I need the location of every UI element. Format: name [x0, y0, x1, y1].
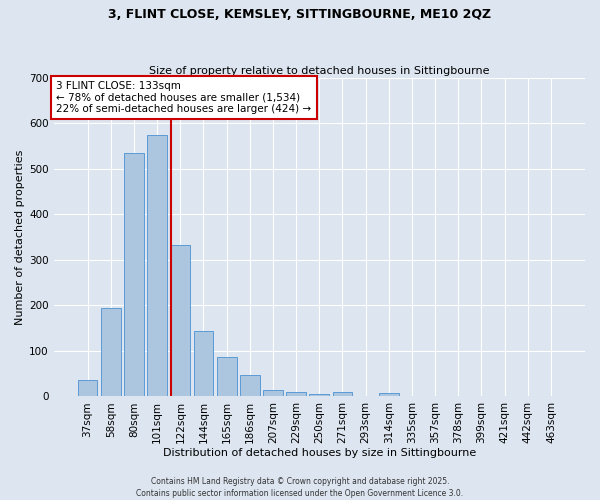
- Bar: [78, 380, 97, 396]
- Bar: [170, 244, 190, 396]
- Text: 3, FLINT CLOSE, KEMSLEY, SITTINGBOURNE, ME10 2QZ: 3, FLINT CLOSE, KEMSLEY, SITTINGBOURNE, …: [109, 8, 491, 20]
- Text: 3 FLINT CLOSE: 133sqm
← 78% of detached houses are smaller (1,534)
22% of semi-d: 3 FLINT CLOSE: 133sqm ← 78% of detached …: [56, 81, 311, 114]
- Bar: [310, 394, 329, 396]
- Title: Size of property relative to detached houses in Sittingbourne: Size of property relative to detached ho…: [149, 66, 490, 76]
- Bar: [148, 134, 167, 396]
- Bar: [286, 392, 306, 396]
- Y-axis label: Number of detached properties: Number of detached properties: [15, 150, 25, 324]
- Bar: [101, 308, 121, 396]
- Bar: [332, 392, 352, 396]
- X-axis label: Distribution of detached houses by size in Sittingbourne: Distribution of detached houses by size …: [163, 448, 476, 458]
- Bar: [194, 331, 214, 396]
- Bar: [217, 357, 236, 397]
- Bar: [263, 390, 283, 396]
- Bar: [379, 392, 398, 396]
- Bar: [124, 153, 144, 396]
- Text: Contains HM Land Registry data © Crown copyright and database right 2025.
Contai: Contains HM Land Registry data © Crown c…: [136, 476, 464, 498]
- Bar: [240, 375, 260, 396]
